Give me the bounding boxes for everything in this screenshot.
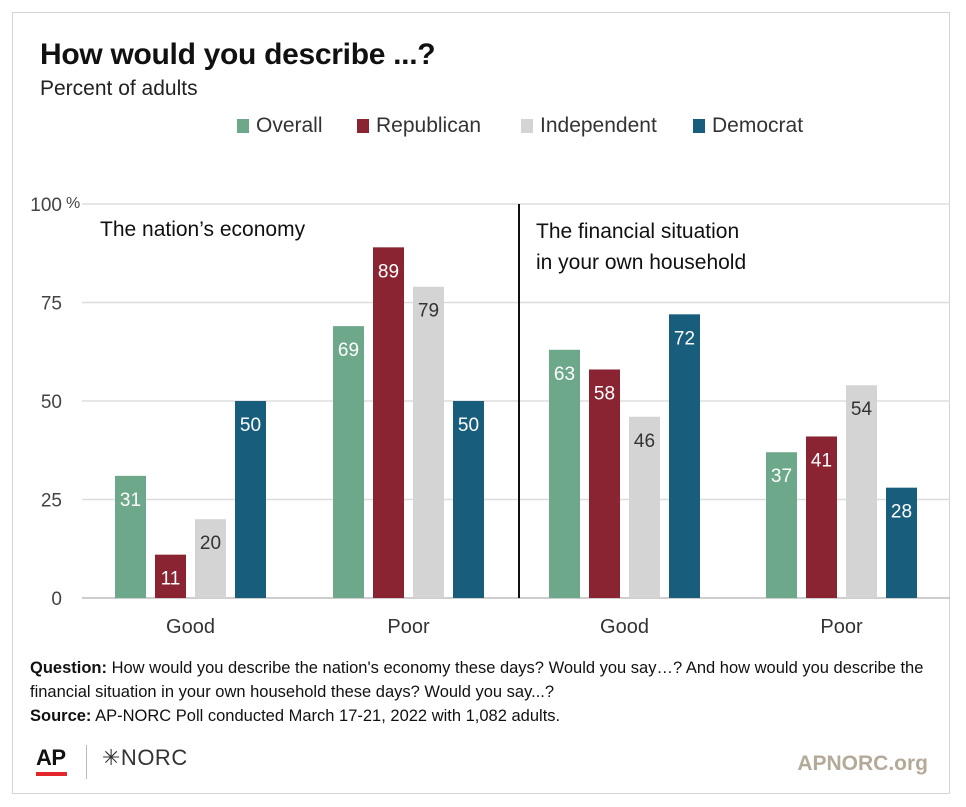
bar [115,475,146,598]
bar-value-label: 58 [594,383,615,404]
bar [413,286,444,598]
bar-value-label: 50 [240,415,261,436]
legend-item-republican: Republican [357,114,481,138]
logo-divider [86,745,87,779]
bar [235,401,266,598]
bar-value-label: 28 [891,502,912,523]
legend: Overall Republican Independent Democrat [0,114,966,142]
bar-value-label: 50 [458,415,479,436]
bar [766,452,797,598]
bar-value-label: 89 [378,261,399,282]
bar-value-label: 37 [771,466,792,487]
bar [333,326,364,598]
bar [155,554,186,598]
bar [549,349,580,598]
y-tick-label: 75 [41,294,62,315]
bar-value-label: 54 [851,399,873,420]
ap-logo-underline [36,772,67,776]
legend-item-overall: Overall [237,114,323,138]
legend-label-republican: Republican [376,114,482,137]
bar [589,369,620,598]
bar-value-label: 63 [554,364,575,385]
bar [373,247,404,598]
bar [886,487,917,598]
bar-value-label: 46 [634,431,655,452]
y-tick-label: 100 [30,195,62,216]
legend-swatch-independent [521,119,533,133]
x-category-label: Poor [820,616,863,638]
legend-item-democrat: Democrat [693,114,803,138]
panel-label-household: The financial situation [536,220,739,243]
source-text: AP-NORC Poll conducted March 17-21, 2022… [91,707,561,725]
x-category-label: Poor [387,616,430,638]
ap-logo: AP [36,745,66,770]
bar-value-label: 79 [418,301,439,322]
panel-label-economy: The nation’s economy [100,218,306,241]
bar-value-label: 72 [674,328,695,349]
chart-title: How would you describe ...? [40,38,436,71]
x-category-label: Good [600,616,649,638]
question-label: Question: [30,659,107,677]
legend-label-overall: Overall [256,114,323,137]
legend-swatch-overall [237,119,249,133]
panel-label-household: in your own household [536,251,746,274]
bar [846,385,877,598]
chart-notes: Question: How would you describe the nat… [30,656,930,728]
bar [629,416,660,598]
bar [453,401,484,598]
question-note: Question: How would you describe the nat… [30,656,930,704]
y-unit-label: % [66,195,80,212]
bar-value-label: 11 [161,569,181,590]
chart-subtitle: Percent of adults [40,77,198,100]
bar-value-label: 69 [338,340,359,361]
legend-label-independent: Independent [540,114,657,137]
chart-frame [12,12,950,794]
y-tick-label: 0 [51,589,62,610]
legend-label-democrat: Democrat [712,114,804,137]
legend-item-independent: Independent [521,114,657,138]
site-link[interactable]: APNORC.org [797,752,928,775]
y-tick-label: 50 [41,392,62,413]
source-label: Source: [30,707,92,725]
source-note: Source: AP-NORC Poll conducted March 17-… [30,704,930,728]
bar [195,519,226,598]
legend-swatch-republican [357,119,369,133]
bar-value-label: 41 [811,450,832,471]
x-category-label: Good [166,616,215,638]
legend-swatch-democrat [693,119,705,133]
bar [806,436,837,598]
question-text: How would you describe the nation's econ… [30,659,924,701]
y-tick-label: 25 [41,491,62,512]
norc-logo: ✳NORC [102,745,188,770]
bar-value-label: 20 [200,533,221,554]
bar-value-label: 31 [120,490,141,511]
bar [669,314,700,598]
